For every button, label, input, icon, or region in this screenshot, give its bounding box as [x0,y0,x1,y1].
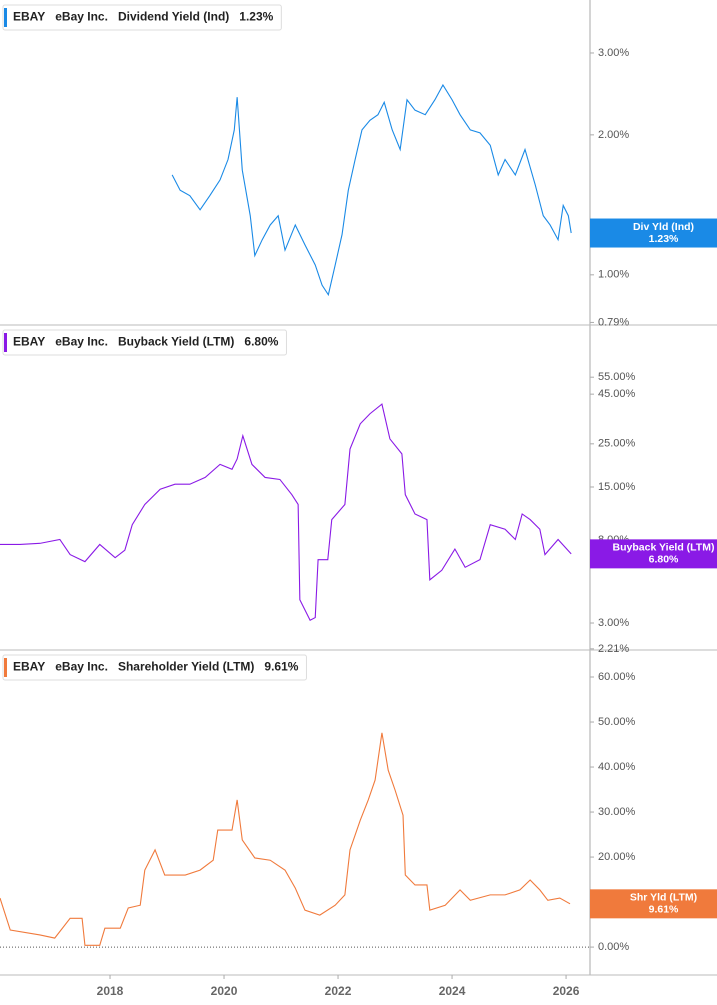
legend-value: 1.23% [239,10,273,24]
badge-value: 1.23% [649,233,679,245]
legend-swatch [4,333,7,352]
y-tick-label: 55.00% [598,371,636,383]
legend-box [2,329,287,356]
legend-metric: Shareholder Yield (LTM) [118,660,254,674]
y-tick-label: 3.00% [598,617,629,629]
y-tick-label: 3.00% [598,47,629,59]
y-tick-label: 15.00% [598,481,636,493]
y-tick-label: 2.21% [598,643,629,655]
legend-ticker: EBAY [13,10,45,24]
badge-name: Div Yld (Ind) [633,221,694,233]
y-tick-label: 30.00% [598,806,636,818]
badge-value: 9.61% [649,904,679,916]
legend-ticker: EBAY [13,335,45,349]
y-tick-label: 20.00% [598,851,636,863]
y-tick-label: 1.00% [598,269,629,281]
legend-company: eBay Inc. [55,660,108,674]
y-tick-label: 0.79% [598,316,629,328]
badge-name: Shr Yld (LTM) [630,892,697,904]
legend-metric: Dividend Yield (Ind) [118,10,229,24]
y-tick-label: 25.00% [598,438,636,450]
legend-value: 6.80% [244,335,278,349]
x-tick-label: 2024 [439,984,466,998]
legend: EBAY eBay Inc. Shareholder Yield (LTM) 9.61… [2,654,307,681]
y-tick-label: 0.00% [598,941,629,953]
legend-value: 9.61% [264,660,298,674]
y-tick-label: 2.00% [598,129,629,141]
legend-swatch [4,8,7,27]
y-tick-label: 60.00% [598,671,636,683]
y-tick-label: 45.00% [598,388,636,400]
legend-box [2,654,307,681]
badge-value: 6.80% [649,554,679,566]
value-badge [590,218,717,248]
legend: EBAY eBay Inc. Dividend Yield (Ind) 1.23% [2,4,282,31]
legend-ticker: EBAY [13,660,45,674]
y-tick-label: 40.00% [598,761,636,773]
data-line [0,403,572,621]
data-line [0,732,571,946]
x-tick-label: 2020 [211,984,238,998]
value-badge [590,889,717,919]
x-tick-label: 2022 [325,984,352,998]
legend-box [2,4,282,31]
value-badge [590,539,717,569]
data-line [171,83,572,297]
legend-company: eBay Inc. [55,10,108,24]
badge-name: Buyback Yield (LTM) [613,542,715,554]
legend-metric: Buyback Yield (LTM) [118,335,234,349]
legend-company: eBay Inc. [55,335,108,349]
y-tick-label: 50.00% [598,716,636,728]
legend-swatch [4,658,7,677]
legend: EBAY eBay Inc. Buyback Yield (LTM) 6.80% [2,329,287,356]
x-tick-label: 2026 [553,984,580,998]
x-tick-label: 2018 [97,984,124,998]
